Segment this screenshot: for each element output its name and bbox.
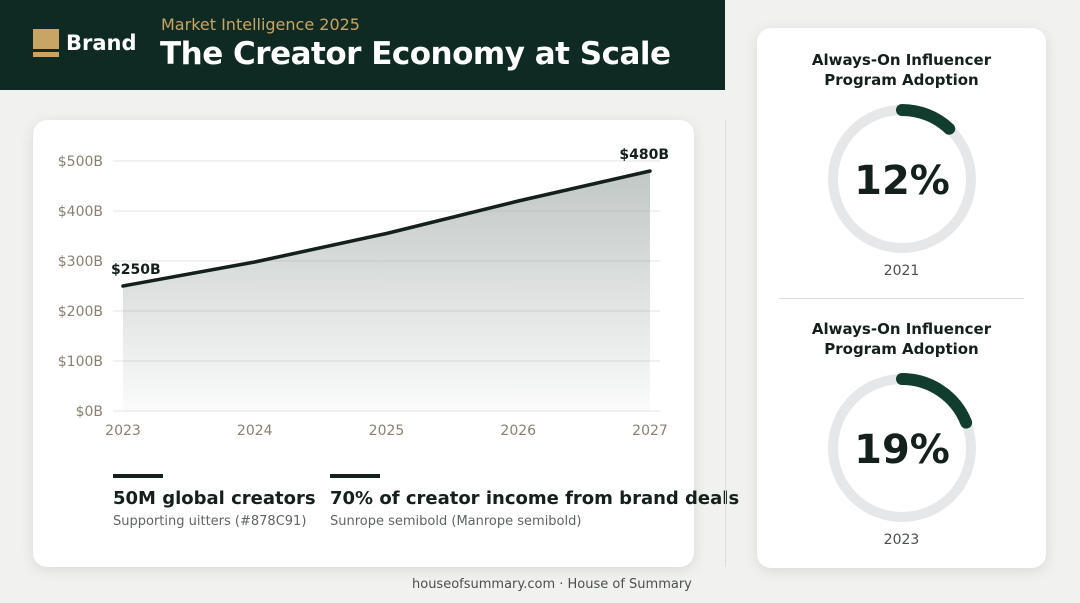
- gauge-fill-arc: [895, 373, 972, 429]
- header-kicker: Market Intelligence 2025: [161, 15, 360, 34]
- series-line: [121, 169, 652, 288]
- data-label: $480B: [619, 147, 669, 163]
- x-tick-label: 2023: [105, 423, 141, 439]
- stat-brand-deals: 70% of creator income from brand deals S…: [330, 474, 739, 529]
- brand-logo-icon: [33, 29, 59, 57]
- y-tick-label: $500B: [58, 154, 103, 170]
- brand-name: Brand: [66, 31, 137, 55]
- footer-credit: houseofsummary.com · House of Summary: [412, 577, 692, 592]
- x-tick-label: 2026: [500, 423, 536, 439]
- gauge-divider: [779, 298, 1024, 299]
- stat-subtext: Sunrope semibold (Manrope semibold): [330, 514, 582, 529]
- chart-card: $0B $100B $200B $300B $400B $500B 2023 2024 2025…: [33, 120, 739, 567]
- y-tick-label: $200B: [58, 304, 103, 320]
- y-tick-label: $300B: [58, 254, 103, 270]
- gauge-value: 19%: [854, 427, 950, 473]
- gauge-title: Always-On Influencer Program Adoption: [757, 319, 1046, 359]
- stat-subtext: Supporting uitters (#878C91): [113, 514, 307, 529]
- y-tick-label: $0B: [76, 404, 103, 420]
- x-tick-label: 2024: [237, 423, 273, 439]
- gauge-year: 2021: [883, 263, 920, 279]
- series-area: [123, 171, 650, 411]
- donut-gauge: 19%: [827, 373, 976, 522]
- section-divider: [725, 120, 726, 567]
- gauge-title-line: Always-On Influencer: [811, 320, 992, 338]
- gauge-value: 12%: [854, 158, 950, 204]
- stat-value: 70% of creator income from brand deals: [330, 488, 740, 509]
- page-title: The Creator Economy at Scale: [160, 36, 671, 72]
- adoption-card: Always-On Influencer Program Adoption 12…: [757, 28, 1046, 568]
- stat-value: 50M global creators: [113, 488, 316, 509]
- gauge-title-line: Always-On Influencer: [811, 51, 992, 69]
- gauge-fill-arc: [895, 104, 955, 135]
- y-tick-label: $400B: [58, 204, 103, 220]
- gauge-block-2023: Always-On Influencer Program Adoption 19…: [757, 319, 1046, 548]
- x-tick-label: 2027: [632, 423, 668, 439]
- data-label: $250B: [111, 262, 161, 278]
- x-tick-label: 2025: [369, 423, 405, 439]
- gauge-block-2021: Always-On Influencer Program Adoption 12…: [757, 50, 1046, 279]
- gauge-title-line: Program Adoption: [824, 340, 979, 358]
- y-tick-label: $100B: [58, 354, 103, 370]
- area-chart: $0B $100B $200B $300B $400B $500B 2023 2024 2025…: [58, 147, 669, 439]
- stat-creators: 50M global creators Supporting uitters (…: [113, 474, 316, 529]
- gauge-year: 2023: [883, 532, 920, 548]
- donut-gauge: 12%: [827, 104, 976, 253]
- gauge-title: Always-On Influencer Program Adoption: [757, 50, 1046, 90]
- stat-accent-bar: [113, 474, 163, 478]
- stat-accent-bar: [330, 474, 380, 478]
- gauge-title-line: Program Adoption: [824, 71, 979, 89]
- header-banner: Brand Market Intelligence 2025 The Creat…: [0, 0, 725, 90]
